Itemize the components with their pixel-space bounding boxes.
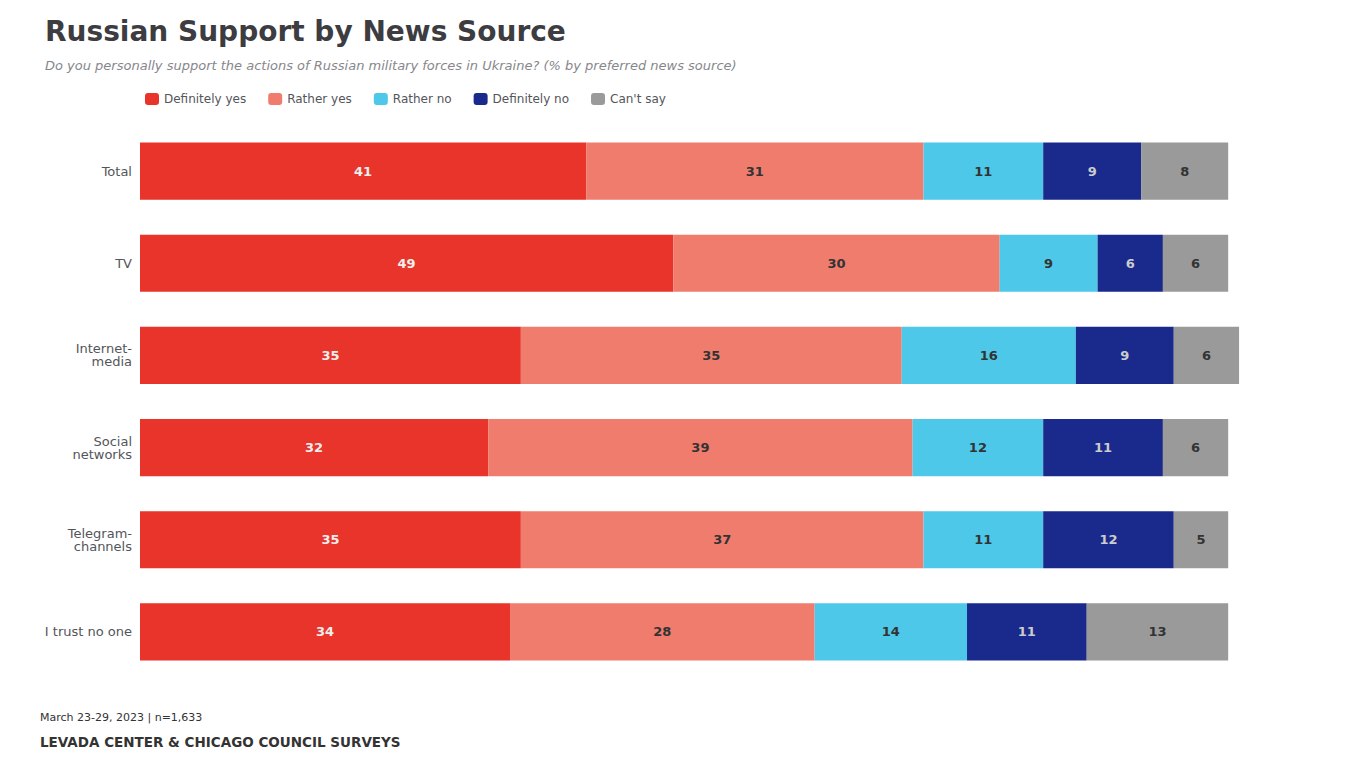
svg-text:Definitely yes: Definitely yes (164, 92, 246, 106)
svg-text:30: 30 (827, 256, 845, 271)
svg-text:12: 12 (1099, 532, 1117, 547)
svg-text:Do you personally support the: Do you personally support the actions of… (45, 58, 737, 73)
svg-text:49: 49 (398, 256, 416, 271)
svg-text:13: 13 (1148, 624, 1166, 639)
svg-text:37: 37 (713, 532, 731, 547)
svg-text:35: 35 (321, 348, 339, 363)
svg-text:TV: TV (114, 256, 132, 271)
svg-text:16: 16 (980, 348, 998, 363)
svg-text:31: 31 (746, 164, 764, 179)
svg-text:Russian Support by News Source: Russian Support by News Source (45, 15, 566, 48)
svg-text:14: 14 (882, 624, 900, 639)
svg-text:11: 11 (1018, 624, 1036, 639)
svg-text:Definitely no: Definitely no (493, 92, 569, 106)
svg-text:6: 6 (1191, 440, 1200, 455)
svg-text:Internet-: Internet- (75, 341, 132, 357)
svg-text:March 23-29, 2023 | n=1,633: March 23-29, 2023 | n=1,633 (40, 711, 202, 724)
svg-text:35: 35 (321, 532, 339, 547)
svg-text:Telegram-: Telegram- (67, 525, 132, 541)
svg-text:networks: networks (72, 447, 132, 462)
svg-text:9: 9 (1044, 256, 1053, 271)
svg-text:I trust no one: I trust no one (45, 624, 132, 639)
svg-text:11: 11 (1094, 440, 1112, 455)
svg-text:Rather no: Rather no (393, 92, 452, 106)
svg-text:41: 41 (354, 164, 372, 179)
svg-text:9: 9 (1120, 348, 1129, 363)
svg-text:11: 11 (974, 164, 992, 179)
svg-text:Rather yes: Rather yes (287, 92, 352, 106)
svg-text:6: 6 (1202, 348, 1211, 363)
svg-text:32: 32 (305, 440, 323, 455)
svg-text:12: 12 (969, 440, 987, 455)
svg-text:8: 8 (1180, 164, 1189, 179)
svg-text:Social: Social (93, 433, 132, 449)
svg-text:6: 6 (1191, 256, 1200, 271)
svg-text:34: 34 (316, 624, 334, 639)
svg-text:Total: Total (101, 164, 132, 179)
svg-text:35: 35 (702, 348, 720, 363)
svg-text:11: 11 (974, 532, 992, 547)
svg-text:39: 39 (691, 440, 709, 455)
svg-text:5: 5 (1196, 532, 1205, 547)
svg-text:9: 9 (1088, 164, 1097, 179)
svg-text:28: 28 (653, 624, 671, 639)
svg-text:Can't say: Can't say (610, 92, 666, 106)
svg-text:LEVADA CENTER & CHICAGO COUNCI: LEVADA CENTER & CHICAGO COUNCIL SURVEYS (40, 734, 401, 750)
svg-text:6: 6 (1126, 256, 1135, 271)
svg-text:media: media (92, 354, 133, 369)
svg-text:channels: channels (74, 539, 132, 554)
